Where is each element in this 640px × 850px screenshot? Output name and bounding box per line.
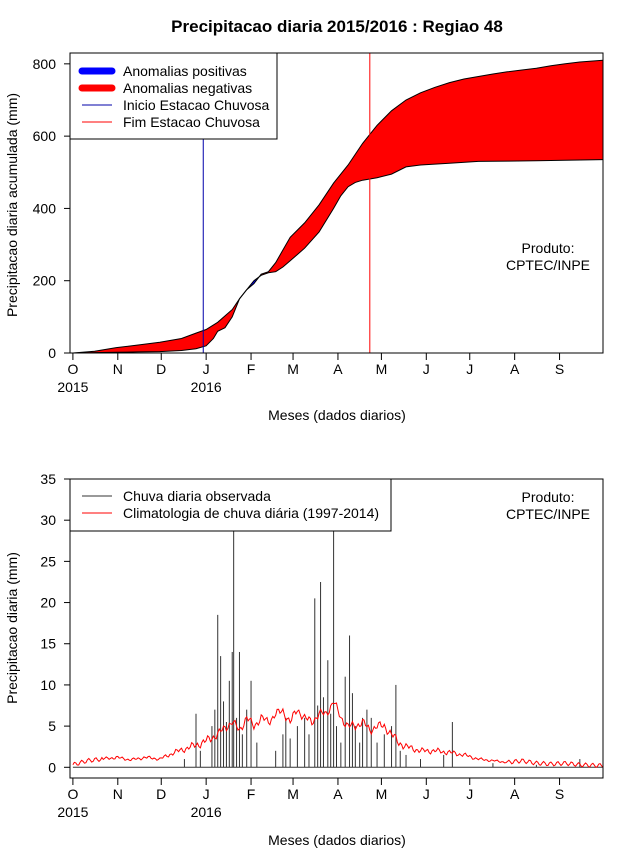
cumulative-product-label: Produto: (522, 240, 575, 256)
x-tick-label: S (555, 361, 564, 377)
cumulative-x-axis-label: Meses (dados diarios) (268, 407, 406, 423)
y-tick-label: 15 (40, 636, 56, 652)
cumulative-x-axis: O N D J F M A M J J A S 2015 2016 (57, 353, 564, 395)
x-tick-label: F (247, 786, 256, 802)
x-tick-label: S (555, 786, 564, 802)
y-tick-label: 0 (48, 759, 56, 775)
x-tick-label: J (203, 786, 210, 802)
x-tick-label: M (287, 361, 299, 377)
climatology-cumulative-line (72, 59, 604, 354)
y-tick-label: 30 (40, 512, 56, 528)
daily-x-axis: O N D J F M A M J J A S 2015 2016 (57, 778, 564, 820)
negative-anomaly-area (72, 287, 249, 353)
x-tick-label: J (423, 361, 430, 377)
daily-legend: Chuva diaria observada Climatologia de c… (69, 478, 392, 532)
daily-y-axis: 0 5 10 15 20 25 30 35 (40, 471, 70, 775)
legend-label-season-end: Fim Estacao Chuvosa (123, 114, 260, 130)
x-tick-label: N (113, 361, 123, 377)
legend-label-negative: Anomalias negativas (123, 80, 252, 96)
y-tick-label: 800 (33, 56, 57, 72)
y-tick-label: 5 (48, 718, 56, 734)
x-tick-label: O (67, 786, 78, 802)
cumulative-product-source: CPTEC/INPE (506, 257, 590, 273)
y-tick-label: 200 (33, 273, 57, 289)
x-tick-label: N (113, 786, 123, 802)
daily-product-source: CPTEC/INPE (506, 506, 590, 522)
y-tick-label: 600 (33, 128, 57, 144)
daily-product-label: Produto: (522, 489, 575, 505)
x-tick-label: M (376, 786, 388, 802)
legend-label-climatology: Climatologia de chuva diária (1997-2014) (123, 505, 379, 521)
x-tick-label: D (156, 361, 166, 377)
x-tick-label: J (203, 361, 210, 377)
y-tick-label: 10 (40, 677, 56, 693)
y-tick-label: 25 (40, 553, 56, 569)
x-year-label: 2016 (191, 804, 222, 820)
x-tick-label: F (247, 361, 256, 377)
x-year-label: 2016 (191, 379, 222, 395)
x-tick-label: A (333, 786, 343, 802)
cumulative-plot-area (72, 53, 604, 354)
daily-legend-box (69, 478, 392, 532)
cumulative-y-axis: 0 200 400 600 800 (33, 56, 70, 361)
cumulative-plot-frame (69, 52, 604, 354)
legend-label-observed: Chuva diaria observada (123, 488, 271, 504)
x-tick-label: D (156, 786, 166, 802)
y-tick-label: 0 (48, 345, 56, 361)
daily-x-axis-label: Meses (dados diarios) (268, 832, 406, 848)
x-tick-label: A (333, 361, 343, 377)
legend-label-season-start: Inicio Estacao Chuvosa (123, 97, 270, 113)
observed-cumulative-line (72, 159, 604, 354)
cumulative-legend-box (69, 52, 278, 140)
x-tick-label: J (423, 786, 430, 802)
y-tick-label: 20 (40, 595, 56, 611)
x-tick-label: A (510, 361, 520, 377)
x-year-label: 2015 (57, 379, 88, 395)
daily-plot-area (72, 520, 604, 768)
x-tick-label: J (466, 786, 473, 802)
x-tick-label: J (466, 361, 473, 377)
y-tick-label: 35 (40, 471, 56, 487)
cumulative-legend: Anomalias positivas Anomalias negativas … (69, 52, 278, 140)
negative-anomaly-area (259, 60, 603, 277)
legend-label-positive: Anomalias positivas (123, 63, 247, 79)
chart-title: Precipitacao diaria 2015/2016 : Regiao 4… (171, 17, 503, 36)
climatology-daily-line (72, 702, 604, 768)
cumulative-y-axis-label: Precipitacao diaria acumulada (mm) (4, 93, 20, 317)
x-tick-label: A (510, 786, 520, 802)
daily-y-axis-label: Precipitacao diaria (mm) (4, 552, 20, 704)
y-tick-label: 400 (33, 200, 57, 216)
x-year-label: 2015 (57, 804, 88, 820)
x-tick-label: O (67, 361, 78, 377)
x-tick-label: M (376, 361, 388, 377)
x-tick-label: M (287, 786, 299, 802)
